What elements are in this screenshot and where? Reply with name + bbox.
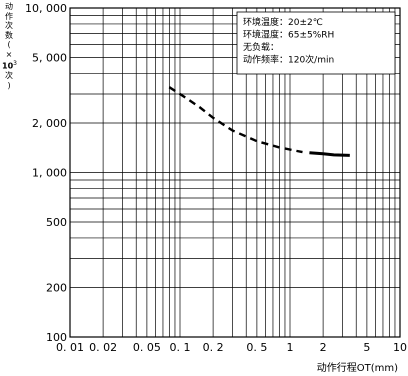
y-axis-label-char: 次 [5, 71, 13, 81]
y-axis-label-char: 次 [5, 21, 13, 30]
x-tick-label: 5 [363, 341, 370, 354]
y-axis-label-char: ( [7, 40, 11, 49]
x-tick-label: 2 [320, 341, 327, 354]
x-tick-label: 0. 01 [56, 341, 84, 354]
series-layer [168, 86, 350, 157]
x-tick-labels: 0. 01 0. 02 0. 05 0. 1 0. 2 0. 5 1 2 5 10 [56, 341, 407, 354]
x-tick-label: 1 [287, 341, 294, 354]
dashed-series-line [168, 86, 303, 154]
y-tick-label: 200 [46, 281, 67, 294]
annotation-line: 无负载： [243, 41, 279, 53]
y-axis-label: 动 作 次 数 ( × 103 次 ) [2, 2, 17, 90]
y-axis-label-char: 数 [5, 30, 13, 40]
x-tick-label: 0. 05 [133, 341, 161, 354]
x-tick-label: 10 [393, 341, 407, 354]
y-tick-labels: 100 200 500 1, 000 2, 000 5, 000 10, 000 [25, 2, 67, 344]
y-tick-label: 10, 000 [25, 2, 67, 15]
annotation-line: 动作频率：120次/min [243, 54, 334, 66]
x-tick-label: 0. 5 [246, 341, 267, 354]
solid-series-line [309, 151, 350, 157]
y-axis-label-char: ) [7, 80, 11, 90]
x-tick-label: 0. 2 [203, 341, 224, 354]
annotation-line: 环境湿度：65±5%RH [243, 29, 334, 41]
y-tick-label: 5, 000 [32, 52, 67, 65]
y-axis-label-char: 动 [5, 2, 13, 11]
x-axis-label: 动作行程OT(mm) [317, 361, 398, 374]
y-tick-label: 1, 000 [32, 167, 67, 180]
x-tick-label: 0. 02 [89, 341, 117, 354]
annotation-box [236, 11, 396, 75]
y-axis-label-char: × [5, 49, 13, 59]
plot-border [69, 7, 401, 338]
y-axis-label-char: 作 [5, 11, 13, 21]
x-tick-label: 0. 1 [170, 341, 191, 354]
y-axis-label-base: 103 [2, 60, 17, 71]
plot-frame [69, 7, 401, 338]
y-tick-label: 500 [46, 216, 67, 229]
annotation-line: 环境温度：20±2℃ [243, 16, 323, 28]
y-tick-label: 2, 000 [32, 117, 67, 130]
y-tick-label: 100 [46, 331, 67, 344]
